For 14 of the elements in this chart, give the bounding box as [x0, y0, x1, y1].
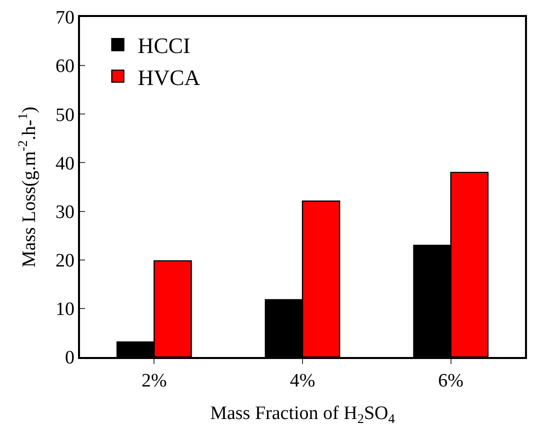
y-tick-label: 70 — [55, 8, 74, 29]
y-tick-label: 60 — [55, 56, 74, 78]
y-tick-label: 50 — [55, 104, 74, 126]
legend-label: HVCA — [138, 64, 200, 90]
y-tick-label: 20 — [55, 250, 74, 272]
x-axis-title: Mass Fraction of H$_{2}$SO$_{4}$ — [210, 402, 396, 426]
y-tick-label: 30 — [55, 202, 74, 223]
y-tick-label: 0 — [64, 348, 74, 369]
x-tick-label: 6% — [438, 370, 464, 392]
x-tick-label: 2% — [142, 370, 168, 392]
x-tick-label: 4% — [290, 370, 316, 392]
legend-label: HCCI — [138, 33, 190, 58]
y-tick-label: 10 — [55, 299, 74, 320]
y-tick-label: 40 — [55, 153, 74, 174]
